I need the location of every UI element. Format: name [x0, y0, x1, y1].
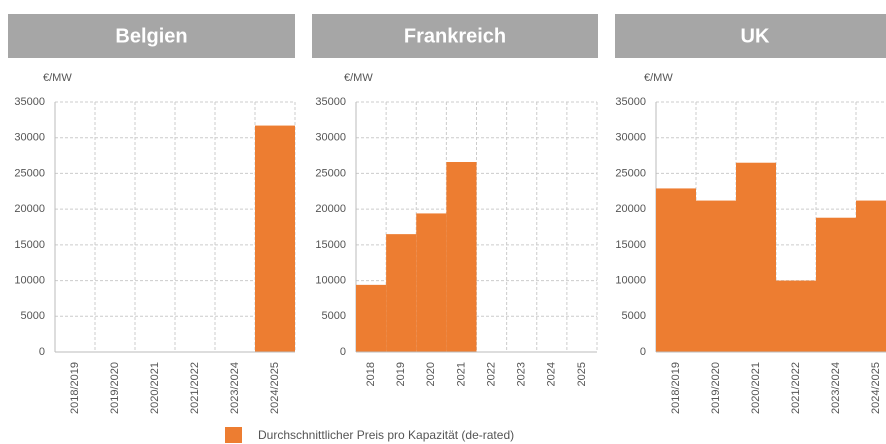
y-tick-label: 5000	[622, 310, 646, 322]
bar	[255, 125, 295, 352]
bar	[776, 280, 816, 352]
y-tick-label: 20000	[14, 203, 45, 215]
y-tick-label: 5000	[322, 310, 346, 322]
y-tick-label: 30000	[315, 132, 346, 144]
y-tick-label: 15000	[315, 239, 346, 251]
y-tick-label: 5000	[21, 310, 45, 322]
y-axis-unit: €/MW	[644, 72, 673, 84]
x-tick-label: 2018	[365, 362, 377, 386]
legend-label: Durchschnittlicher Preis pro Kapazität (…	[258, 428, 514, 442]
x-tick-label: 2019/2020	[109, 362, 121, 414]
panel-title: Frankreich	[404, 25, 506, 47]
x-tick-label: 2023	[516, 362, 528, 386]
panel-header	[615, 14, 886, 58]
bar	[696, 200, 736, 352]
y-tick-label: 35000	[315, 96, 346, 108]
y-axis-unit: €/MW	[43, 72, 72, 84]
x-tick-label: 2025	[576, 362, 588, 386]
y-tick-label: 10000	[615, 274, 646, 286]
x-tick-label: 2018/2019	[670, 362, 682, 414]
x-tick-label: 2019	[395, 362, 407, 386]
y-tick-label: 15000	[14, 239, 45, 251]
x-tick-label: 2024/2025	[870, 362, 882, 414]
panel-header	[312, 14, 598, 58]
panel-header	[8, 14, 295, 58]
x-tick-label: 2020/2021	[149, 362, 161, 414]
panel-title: Belgien	[115, 25, 187, 47]
x-tick-label: 2021	[455, 362, 467, 386]
bar	[386, 234, 417, 352]
x-tick-label: 2020/2021	[750, 362, 762, 414]
y-tick-label: 25000	[615, 167, 646, 179]
y-tick-label: 15000	[615, 239, 646, 251]
x-tick-label: 2024/2025	[269, 362, 281, 414]
y-tick-label: 0	[340, 346, 346, 358]
x-tick-label: 2022	[485, 362, 497, 386]
x-tick-label: 2023/2024	[830, 362, 842, 414]
y-tick-label: 0	[640, 346, 646, 358]
bar	[356, 284, 387, 352]
x-tick-label: 2020	[425, 362, 437, 386]
x-tick-label: 2021/2022	[189, 362, 201, 414]
bar	[656, 188, 696, 352]
x-tick-label: 2023/2024	[229, 362, 241, 414]
x-tick-label: 2018/2019	[69, 362, 81, 414]
y-tick-label: 30000	[615, 132, 646, 144]
x-tick-label: 2024	[546, 362, 558, 386]
bar	[736, 162, 776, 352]
y-tick-label: 25000	[14, 167, 45, 179]
bar	[446, 162, 477, 352]
y-tick-label: 35000	[615, 96, 646, 108]
y-tick-label: 35000	[14, 96, 45, 108]
y-tick-label: 10000	[14, 274, 45, 286]
panel-title: UK	[741, 25, 770, 47]
y-tick-label: 20000	[315, 203, 346, 215]
y-tick-label: 30000	[14, 132, 45, 144]
x-tick-label: 2019/2020	[710, 362, 722, 414]
y-tick-label: 25000	[315, 167, 346, 179]
bar	[856, 200, 886, 352]
x-tick-label: 2021/2022	[790, 362, 802, 414]
bar	[816, 217, 856, 352]
y-tick-label: 20000	[615, 203, 646, 215]
y-tick-label: 0	[39, 346, 45, 358]
y-tick-label: 10000	[315, 274, 346, 286]
y-axis-unit: €/MW	[344, 72, 373, 84]
legend-swatch	[225, 427, 242, 443]
bar	[416, 213, 447, 352]
